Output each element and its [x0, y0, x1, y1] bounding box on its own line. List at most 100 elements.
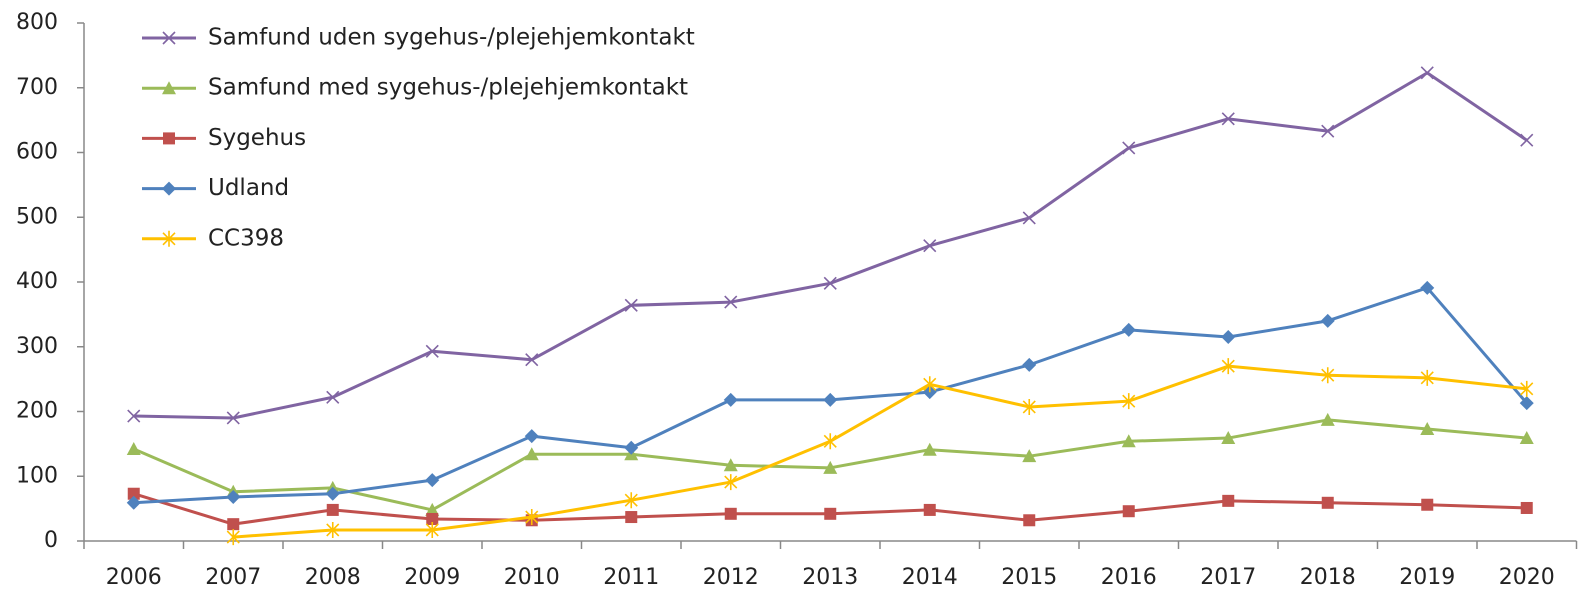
marker [1022, 211, 1036, 225]
marker [162, 230, 176, 247]
marker [1122, 393, 1136, 410]
y-tick-label: 800 [16, 10, 58, 35]
marker [1122, 141, 1136, 155]
x-tick-label: 2008 [305, 565, 361, 590]
marker [1321, 367, 1335, 384]
marker [325, 486, 340, 501]
marker [824, 507, 837, 520]
marker [723, 458, 738, 472]
marker [524, 447, 539, 461]
marker [226, 489, 241, 504]
marker [226, 529, 240, 546]
marker [227, 518, 240, 531]
x-tick-label: 2018 [1300, 565, 1356, 590]
marker [162, 81, 176, 95]
marker [425, 502, 440, 516]
marker [1221, 112, 1235, 126]
marker [126, 495, 141, 510]
marker [326, 503, 339, 516]
marker [525, 353, 539, 367]
marker [1420, 369, 1434, 386]
legend-label: Samfund uden sygehus-/plejehjemkontakt [208, 25, 695, 51]
marker [425, 344, 439, 358]
marker [1221, 431, 1236, 445]
legend-label: Samfund med sygehus-/plejehjemkontakt [208, 75, 688, 101]
marker [226, 411, 240, 425]
y-tick-label: 200 [16, 399, 58, 424]
marker [1519, 431, 1534, 445]
legend-label: Udland [208, 175, 289, 201]
marker [823, 276, 837, 290]
marker [1121, 322, 1136, 337]
marker [624, 440, 639, 455]
y-tick-label: 700 [16, 75, 58, 100]
marker [923, 376, 937, 393]
marker [1022, 449, 1037, 463]
marker [127, 409, 141, 423]
x-tick-label: 2012 [703, 565, 759, 590]
x-tick-label: 2007 [205, 565, 261, 590]
marker [823, 433, 837, 450]
marker [1321, 124, 1335, 138]
x-tick-label: 2010 [504, 565, 560, 590]
x-tick-label: 2020 [1499, 565, 1555, 590]
marker [1122, 505, 1135, 518]
x-tick-label: 2009 [404, 565, 460, 590]
series-line [233, 364, 1527, 539]
marker [127, 487, 140, 500]
marker [724, 295, 738, 309]
marker [126, 442, 141, 456]
y-tick-label: 600 [16, 140, 58, 165]
x-tick-label: 2013 [802, 565, 858, 590]
marker [1222, 494, 1235, 507]
marker [425, 473, 440, 488]
marker [922, 442, 937, 456]
marker [326, 390, 340, 404]
marker [426, 512, 439, 525]
marker [1520, 501, 1533, 514]
marker [1320, 313, 1335, 328]
marker [624, 298, 638, 312]
x-tick-label: 2019 [1399, 565, 1455, 590]
marker [1420, 421, 1435, 435]
x-tick-label: 2006 [106, 565, 162, 590]
marker [1221, 358, 1235, 375]
marker [162, 31, 176, 45]
series-line [133, 71, 1528, 420]
marker [1519, 396, 1534, 411]
marker [1520, 380, 1534, 397]
x-tick-label: 2014 [902, 565, 958, 590]
marker [1321, 496, 1334, 509]
x-tick-label: 2015 [1001, 565, 1057, 590]
marker [923, 503, 936, 516]
y-tick-label: 0 [44, 528, 58, 553]
x-tick-label: 2016 [1101, 565, 1157, 590]
marker [425, 521, 439, 538]
marker [1520, 133, 1534, 147]
marker [823, 460, 838, 474]
marker [524, 429, 539, 444]
marker [1023, 514, 1036, 527]
x-tick-label: 2011 [603, 565, 659, 590]
marker [1420, 66, 1434, 80]
marker [163, 132, 175, 145]
marker [162, 181, 176, 196]
marker [724, 507, 737, 520]
y-tick-label: 300 [16, 334, 58, 359]
marker [1121, 434, 1136, 448]
y-tick-label: 100 [16, 463, 58, 488]
marker [624, 492, 638, 509]
marker [326, 521, 340, 538]
marker [1320, 412, 1335, 426]
marker [625, 511, 638, 524]
marker [1421, 498, 1434, 511]
y-tick-label: 500 [16, 204, 58, 229]
y-tick-label: 400 [16, 269, 58, 294]
marker [1221, 330, 1236, 345]
marker [724, 474, 738, 491]
legend-label: CC398 [208, 225, 284, 251]
marker [723, 392, 738, 407]
marker [525, 509, 539, 526]
marker [1022, 357, 1037, 372]
